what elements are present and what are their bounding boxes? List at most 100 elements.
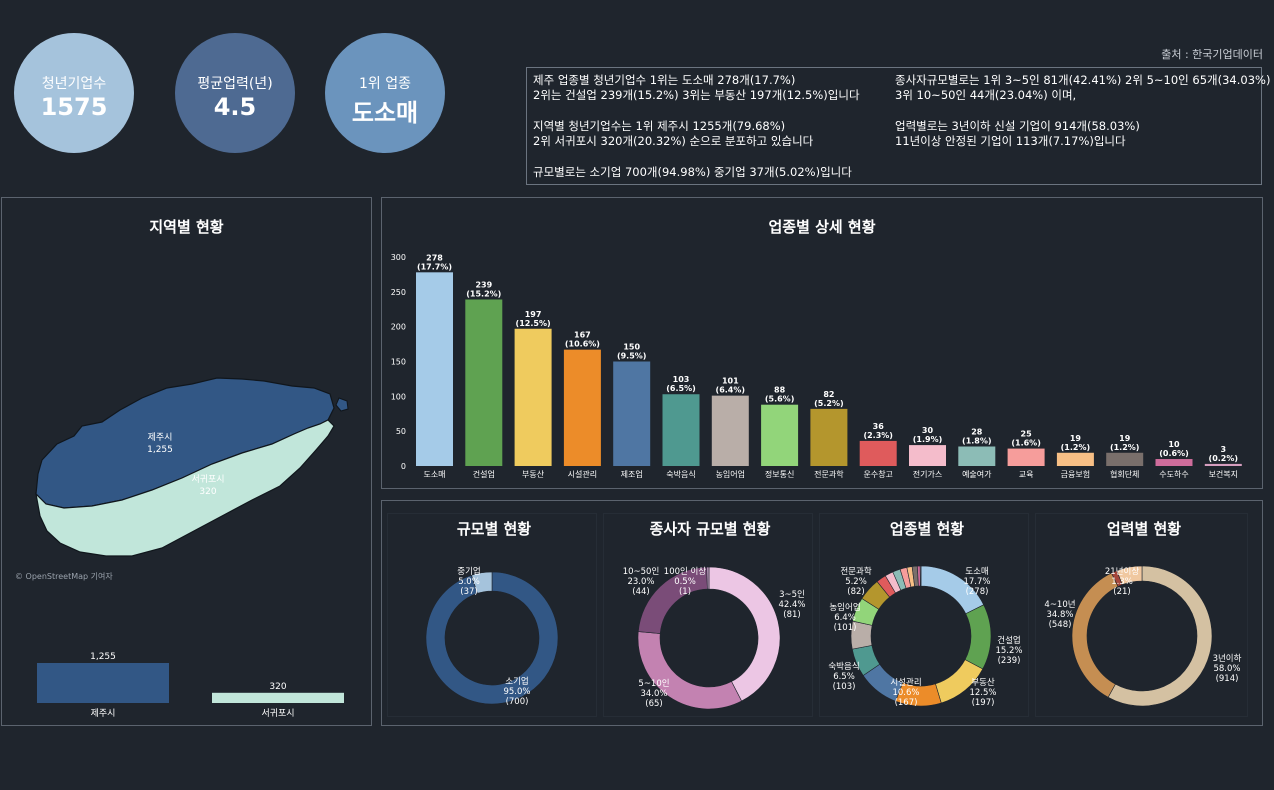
industry-bar-value: 19 — [1070, 434, 1082, 443]
map-label-jeju-name: 제주시 — [148, 432, 173, 443]
summary-box: 제주 업종별 청년기업수 1위는 도소매 278개(17.7%) 2위는 건설업… — [526, 67, 1270, 185]
map-label-seogwipo-name: 서귀포시 — [191, 474, 224, 485]
region-svg: 제주시 1,255 서귀포시 320 © OpenStreetMap 기여자 1… — [15, 377, 349, 719]
industry-bar-value: 197 — [525, 310, 542, 319]
industry-bar-category: 부동산 — [522, 469, 545, 479]
industry-bar[interactable] — [810, 408, 848, 466]
industry-bar-chart: 0 50 100 150 200 250 300 278(17.7%) 도소매 239(15.2%… — [391, 253, 1242, 479]
industry-bar[interactable] — [1106, 452, 1144, 466]
kpi-top-industry: 1위 업종 도소매 — [325, 33, 445, 153]
industry-detail-title: 업종별 상세 현황 — [768, 218, 876, 236]
age-subpanel — [1035, 513, 1248, 717]
summary-line: 11년이상 안정된 기업이 113개(7.17%)입니다 — [895, 134, 1126, 148]
industry-bar[interactable] — [859, 440, 897, 466]
industry-bar[interactable] — [416, 272, 453, 466]
summary-line: 3위 10~50인 44개(23.04%) 이며, — [895, 88, 1077, 102]
industry-subpanel — [819, 513, 1029, 717]
industry-bar-percent: (1.2%) — [1110, 443, 1140, 452]
y-tick-label: 0 — [401, 462, 406, 471]
industry-bar-category: 정보통신 — [765, 469, 794, 479]
industry-bar-value: 82 — [823, 390, 834, 399]
map-label-seogwipo-value: 320 — [199, 487, 216, 497]
industry-bar-value: 101 — [722, 377, 739, 386]
industry-bar[interactable] — [958, 446, 996, 466]
industry-bar-percent: (5.6%) — [765, 395, 795, 404]
size-subpanel — [387, 513, 597, 717]
region-panel: 지역별 현황 제주시 1,255 서귀포시 320 © OpenStreetMa… — [1, 197, 372, 726]
industry-bar-category: 전문과학 — [814, 469, 844, 479]
industry-bar-category: 전기가스 — [913, 469, 942, 479]
industry-bar-category: 농임어업 — [716, 469, 745, 479]
industry-bar-value: 19 — [1119, 434, 1131, 443]
kpi-label: 평균업력(년) — [197, 76, 273, 92]
industry-bar-category: 건설업 — [473, 469, 495, 479]
industry-bar[interactable] — [613, 361, 651, 467]
industry-bar-percent: (5.2%) — [814, 399, 844, 408]
industry-bar-value: 167 — [574, 331, 591, 340]
industry-bar[interactable] — [1155, 459, 1193, 466]
industry-bar-value: 103 — [673, 375, 690, 384]
industry-bar-value: 30 — [922, 426, 934, 435]
industry-bar-value: 278 — [426, 253, 443, 262]
map-jeju-island-east — [335, 397, 349, 412]
kpi-label: 1위 업종 — [359, 76, 411, 92]
region-bar-value: 1,255 — [90, 652, 116, 662]
industry-bar-percent: (0.2%) — [1209, 454, 1239, 463]
summary-line: 업력별로는 3년이하 신설 기업이 914개(58.03%) — [895, 119, 1140, 133]
region-bar-category: 제주시 — [91, 708, 116, 719]
industry-bar-value: 3 — [1221, 445, 1227, 454]
industry-bar[interactable] — [909, 445, 946, 466]
industry-bar-value: 10 — [1168, 440, 1180, 449]
industry-bar-percent: (1.2%) — [1061, 443, 1091, 452]
kpi-value: 4.5 — [213, 93, 257, 121]
industry-bar[interactable] — [1204, 463, 1242, 466]
y-tick-label: 250 — [391, 288, 406, 297]
industry-bar-category: 협회단체 — [1110, 469, 1139, 479]
summary-line: 지역별 청년기업수는 1위 제주시 1255개(79.68%) — [533, 119, 786, 133]
industry-bar[interactable] — [662, 394, 700, 466]
industry-bar[interactable] — [514, 328, 552, 466]
y-tick-label: 100 — [391, 392, 406, 401]
kpi-company-count: 청년기업수 1575 — [14, 33, 134, 153]
region-bar[interactable] — [212, 692, 344, 703]
industry-bar[interactable] — [563, 349, 601, 466]
industry-bar-percent: (0.6%) — [1159, 449, 1189, 458]
y-tick-label: 150 — [391, 358, 406, 367]
summary-line: 2위 서귀포시 320개(20.32%) 순으로 분포하고 있습니다 — [533, 134, 814, 148]
industry-bar-value: 36 — [873, 422, 885, 431]
source-label: 출처 : 한국기업데이터 — [1161, 48, 1263, 61]
industry-bar[interactable] — [1007, 448, 1045, 466]
map-attribution: © OpenStreetMap 기여자 — [15, 571, 113, 581]
industry-bar-category: 교육 — [1019, 470, 1034, 479]
industry-bar-value: 239 — [475, 280, 492, 289]
industry-bar[interactable] — [711, 395, 749, 466]
region-bar-chart: 1,255 제주시 320 서귀포시 — [37, 652, 344, 719]
summary-line: 2위는 건설업 239개(15.2%) 3위는 부동산 197개(12.5%)입… — [533, 88, 860, 102]
industry-bar-category: 시설관리 — [568, 469, 597, 479]
industry-bar-percent: (15.2%) — [466, 289, 501, 298]
map-label-jeju-value: 1,255 — [147, 445, 173, 455]
industry-bar-category: 보건복지 — [1209, 469, 1238, 479]
industry-bar-category: 숙박음식 — [666, 469, 695, 479]
industry-bar-percent: (17.7%) — [417, 262, 452, 271]
industry-bar-value: 28 — [971, 427, 983, 436]
industry-bar-percent: (10.6%) — [565, 340, 600, 349]
donut-panel — [381, 500, 1263, 726]
industry-bar[interactable] — [761, 404, 799, 466]
industry-bar-percent: (1.6%) — [1011, 439, 1041, 448]
industry-bar-category: 수도하수 — [1159, 469, 1188, 479]
industry-bar-percent: (1.9%) — [913, 435, 943, 444]
industry-bar-percent: (6.4%) — [716, 386, 746, 395]
industry-bar[interactable] — [465, 299, 503, 466]
summary-line: 제주 업종별 청년기업수 1위는 도소매 278개(17.7%) — [533, 73, 796, 87]
industry-bar-percent: (12.5%) — [516, 319, 551, 328]
region-bar[interactable] — [37, 663, 169, 703]
industry-bar[interactable] — [1056, 452, 1094, 466]
kpi-avg-years: 평균업력(년) 4.5 — [175, 33, 295, 153]
map-seogwipo-si[interactable] — [35, 419, 335, 557]
y-tick-label: 50 — [396, 427, 406, 436]
region-bar-category: 서귀포시 — [261, 708, 294, 719]
industry-bar-category: 도소매 — [423, 470, 445, 479]
industry-bar-value: 88 — [774, 386, 786, 395]
industry-bar-category: 예술여가 — [962, 469, 992, 479]
